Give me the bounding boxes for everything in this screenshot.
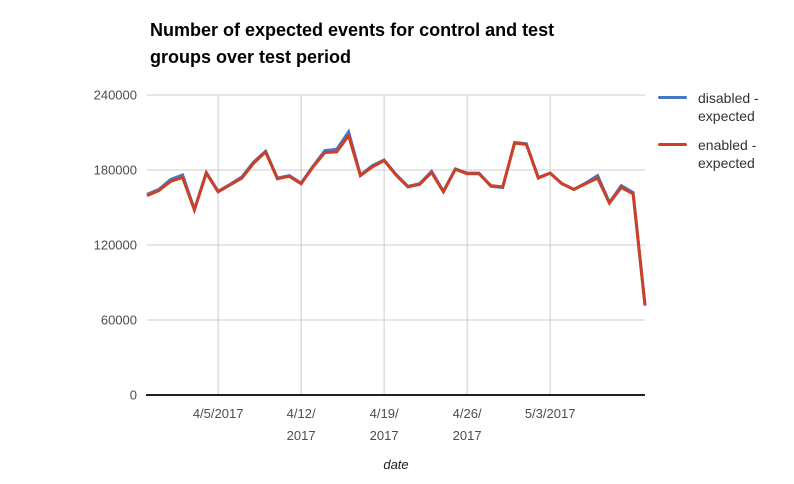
chart-title: Number of expected events for control an…: [150, 17, 670, 71]
x-tick-label: 4/19/2017: [370, 406, 399, 443]
x-tick-label: 4/12/2017: [287, 406, 316, 443]
legend-item-disabled-expected: disabled - expected: [658, 89, 784, 125]
series-line-enabled-expected: [146, 132, 647, 306]
x-tick-label: 5/3/2017: [525, 406, 576, 421]
legend-swatch-enabled-icon: [658, 143, 687, 146]
legend-item-enabled-expected: enabled - expected: [658, 136, 784, 172]
legend-swatch-disabled-icon: [658, 96, 687, 99]
y-gridlines-and-labels: 0 60000 120000 180000 240000: [94, 88, 645, 403]
x-tick-label: 4/26/2017: [453, 406, 482, 443]
chart-title-line-2: groups over test period: [150, 47, 352, 67]
y-tick-label: 120000: [94, 238, 137, 253]
legend-label-disabled: disabled - expected: [698, 90, 759, 124]
x-tick-label: 4/5/2017: [193, 406, 244, 421]
x-axis-title: date: [383, 457, 409, 472]
y-tick-label: 240000: [94, 88, 137, 103]
legend: disabled - expected enabled - expected: [658, 89, 784, 183]
legend-label-enabled: enabled - expected: [698, 137, 757, 171]
x-gridlines-and-labels: 4/5/2017 4/12/2017 4/19/2017 4/26/2017 5/3/2…: [193, 95, 576, 443]
y-tick-label: 180000: [94, 163, 137, 178]
chart-title-line-1: Number of expected events for control an…: [150, 20, 555, 40]
y-tick-label: 0: [130, 388, 137, 403]
series-line-disabled-expected: [146, 128, 647, 306]
y-tick-label: 60000: [101, 313, 137, 328]
